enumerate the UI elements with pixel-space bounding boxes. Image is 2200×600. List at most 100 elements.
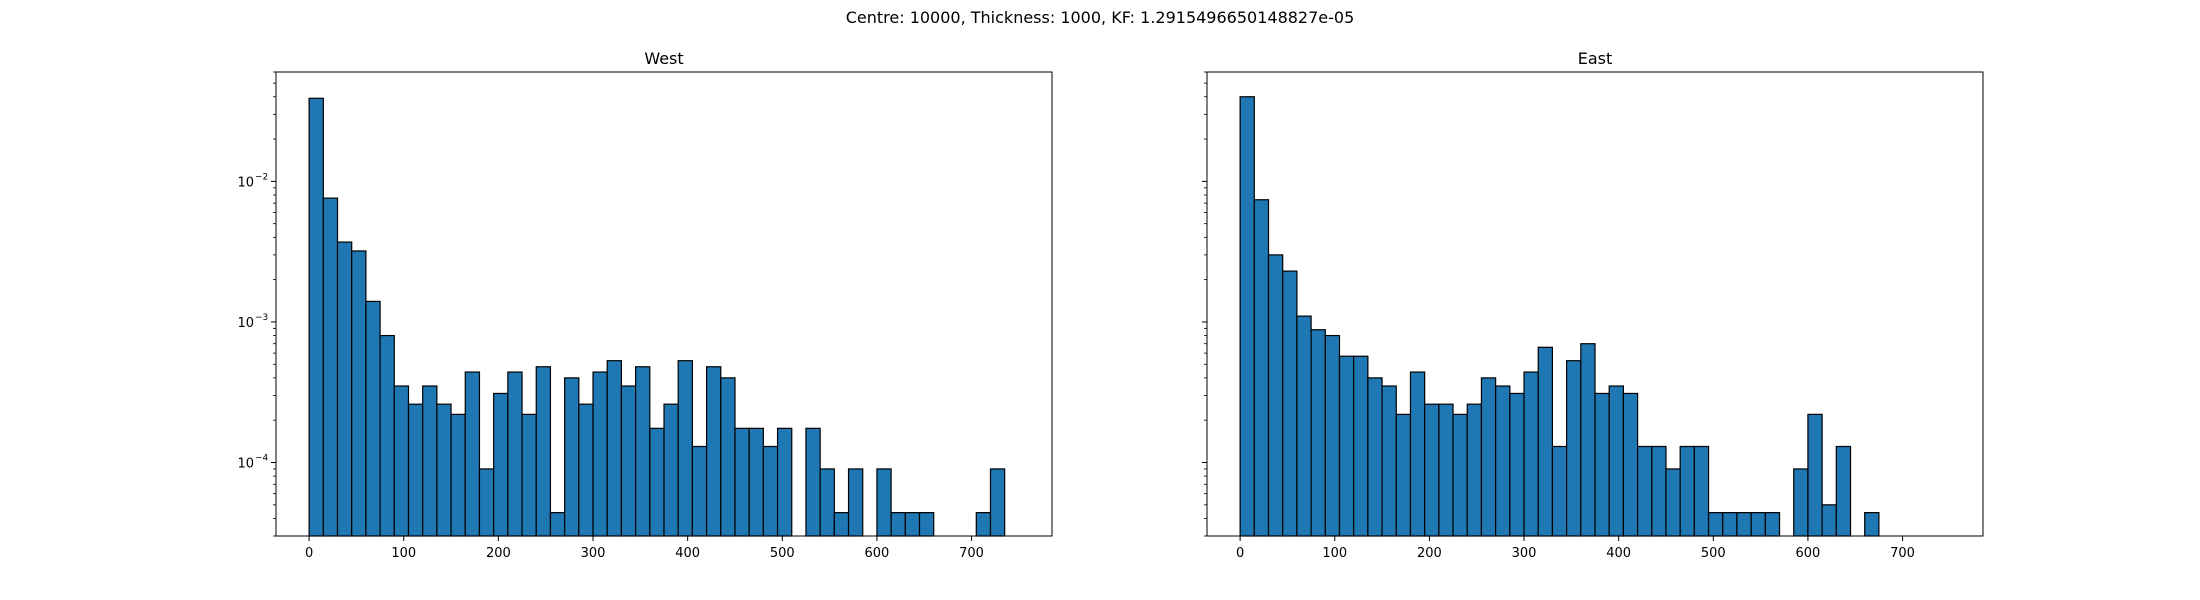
histogram-bar — [1537, 346, 1554, 537]
histogram-bar — [1523, 371, 1539, 537]
histogram-bar — [478, 468, 495, 537]
west-title: West — [644, 49, 683, 68]
histogram-bar — [606, 360, 623, 537]
histogram-bar — [1324, 334, 1341, 537]
histogram-bar — [1594, 392, 1610, 537]
y-tick-exponent: −3 — [255, 313, 268, 323]
histogram-bar — [1622, 392, 1639, 537]
histogram-bar — [1821, 504, 1837, 537]
y-tick-label: 10 — [237, 316, 254, 331]
x-tick-label: 200 — [1417, 546, 1442, 561]
y-tick-exponent: −4 — [255, 454, 269, 464]
histogram-bar — [1835, 445, 1852, 537]
x-tick-label: 300 — [1512, 546, 1537, 561]
histogram-bar — [322, 197, 339, 537]
x-tick-label: 0 — [1236, 546, 1244, 561]
histogram-bar — [904, 512, 921, 537]
x-tick-label: 400 — [1606, 546, 1631, 561]
histogram-bar — [1338, 355, 1355, 537]
histogram-bar — [493, 392, 509, 537]
histogram-bar — [535, 366, 552, 537]
histogram-bar — [1253, 199, 1270, 537]
east-title: East — [1578, 49, 1613, 68]
histogram-bar — [1310, 329, 1326, 537]
x-tick-label: 300 — [581, 546, 606, 561]
histogram-bar — [507, 371, 523, 537]
x-tick-label: 700 — [959, 546, 984, 561]
histogram-bar — [847, 468, 864, 537]
histogram-bar — [890, 512, 906, 537]
figure-suptitle: Centre: 10000, Thickness: 1000, KF: 1.29… — [845, 8, 1355, 27]
y-tick-exponent: −2 — [255, 172, 268, 182]
histogram-bar — [762, 445, 779, 537]
histogram-bar — [1864, 512, 1880, 537]
histogram-bar — [663, 403, 679, 537]
x-tick-label: 600 — [1796, 546, 1821, 561]
histogram-bar — [365, 300, 381, 537]
histogram-bar — [1551, 445, 1568, 537]
histogram-bar — [1495, 385, 1511, 537]
east-axes-frame — [1206, 71, 1984, 537]
histogram-bar — [578, 403, 594, 537]
x-tick-label: 600 — [865, 546, 890, 561]
histogram-bar — [1480, 377, 1497, 537]
histogram-bar — [748, 427, 764, 537]
histogram-bar — [876, 468, 892, 537]
y-tick-label: 10 — [237, 175, 254, 190]
histogram-bar — [521, 413, 537, 537]
histogram-bar — [1424, 403, 1440, 537]
histogram-bar — [776, 427, 793, 537]
histogram-bar — [734, 427, 750, 537]
x-tick-label: 100 — [1322, 546, 1347, 561]
histogram-bar — [336, 241, 353, 537]
histogram-bar — [1466, 403, 1483, 537]
histogram-bar — [1438, 403, 1454, 537]
x-tick-label: 500 — [770, 546, 795, 561]
east-panel: East 0 100 200 300 400 500 600 700 — [1202, 49, 1984, 561]
histogram-bar — [450, 413, 466, 537]
histogram-bar — [564, 377, 580, 537]
histogram-bar — [1722, 512, 1738, 537]
histogram-bar — [1707, 512, 1724, 537]
histogram-bar — [620, 385, 637, 537]
histogram-bar — [1651, 445, 1667, 537]
histogram-bar — [393, 385, 410, 537]
histogram-bar — [805, 427, 821, 537]
histogram-bar — [833, 512, 850, 537]
histogram-bar — [1750, 512, 1766, 537]
histogram-bar — [635, 366, 651, 537]
histogram-bar — [1452, 413, 1468, 537]
east-bars — [1239, 96, 1880, 537]
histogram-bar — [1764, 512, 1781, 537]
west-axes-frame — [275, 71, 1053, 537]
histogram-bar — [1679, 445, 1695, 537]
histogram-bar — [691, 445, 708, 537]
histogram-bar — [705, 366, 722, 537]
x-tick-label: 400 — [675, 546, 700, 561]
histogram-bar — [1793, 468, 1809, 537]
histogram-bar — [1381, 385, 1397, 537]
histogram-bar — [308, 97, 324, 537]
histogram-bar — [989, 468, 1006, 537]
histogram-bar — [1608, 385, 1624, 537]
histogram-bar — [351, 250, 367, 537]
histogram-bar — [422, 385, 438, 537]
x-tick-label: 700 — [1890, 546, 1915, 561]
histogram-bar — [1267, 254, 1284, 537]
histogram-bar — [1296, 315, 1312, 537]
histogram-bar — [720, 377, 736, 537]
x-tick-label: 0 — [305, 546, 313, 561]
west-bars — [308, 97, 1006, 537]
histogram-bar — [1409, 371, 1426, 537]
histogram-bar — [1665, 468, 1681, 537]
x-tick-label: 100 — [391, 546, 416, 561]
x-tick-label: 200 — [486, 546, 511, 561]
histogram-bar — [649, 427, 665, 537]
histogram-bar — [1580, 343, 1596, 537]
histogram-bar — [379, 334, 395, 537]
y-tick-label: 10 — [237, 457, 254, 472]
histogram-bar — [975, 512, 992, 537]
histogram-bar — [1693, 445, 1710, 537]
histogram-bar — [1282, 270, 1298, 537]
